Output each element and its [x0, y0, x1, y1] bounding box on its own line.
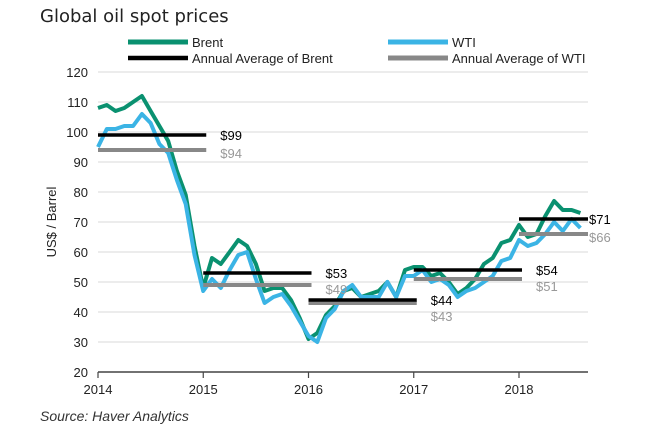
y-tick-label: 70 — [74, 215, 88, 230]
avg-brent-label: $99 — [220, 128, 242, 143]
x-tick-label: 2018 — [505, 382, 534, 397]
x-tick-label: 2015 — [189, 382, 218, 397]
y-tick-label: 120 — [66, 65, 88, 80]
avg-wti-label: $94 — [220, 146, 242, 161]
y-tick-label: 40 — [74, 305, 88, 320]
y-tick-label: 110 — [67, 95, 88, 110]
avg-wti-label: $66 — [589, 230, 611, 245]
y-axis-label: US$ / Barrel — [44, 186, 59, 257]
y-tick-label: 30 — [74, 335, 88, 350]
y-tick-label: 100 — [66, 125, 88, 140]
y-tick-label: 80 — [74, 185, 88, 200]
chart-source: Source: Haver Analytics — [40, 408, 189, 424]
legend-label: Annual Average of Brent — [192, 51, 333, 66]
y-tick-label: 60 — [74, 245, 88, 260]
avg-brent-label: $54 — [536, 263, 558, 278]
avg-brent-label: $44 — [431, 293, 453, 308]
chart-title: Global oil spot prices — [40, 6, 229, 27]
y-tick-label: 90 — [74, 155, 88, 170]
y-tick-label: 20 — [74, 365, 88, 380]
avg-brent-label: $71 — [589, 212, 611, 227]
y-tick-label: 50 — [74, 275, 88, 290]
x-tick-label: 2016 — [294, 382, 323, 397]
legend-label: Annual Average of WTI — [452, 51, 585, 66]
avg-wti-label: $43 — [431, 309, 453, 324]
avg-wti-label: $51 — [536, 279, 558, 294]
legend-label: WTI — [452, 35, 476, 50]
legend-label: Brent — [192, 35, 223, 50]
avg-wti-label: $49 — [326, 282, 348, 297]
x-tick-label: 2017 — [399, 382, 428, 397]
avg-brent-label: $53 — [326, 266, 348, 281]
x-tick-label: 2014 — [84, 382, 113, 397]
